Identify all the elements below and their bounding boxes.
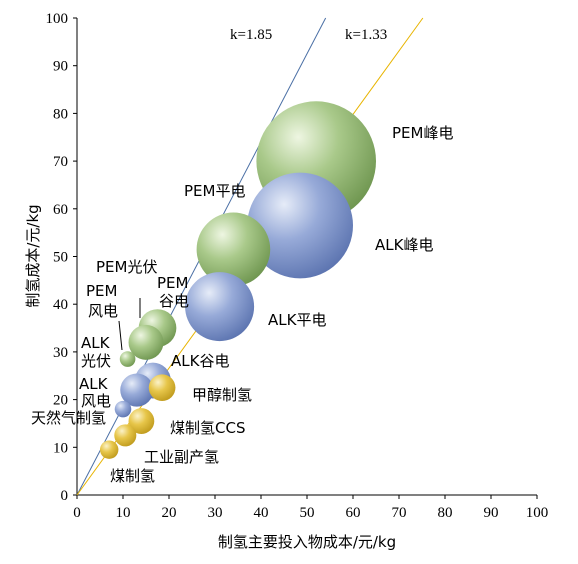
reference-line-label-k185: k=1.85 — [230, 27, 272, 43]
reference-line-label-k133: k=1.33 — [345, 27, 387, 43]
label-byproduct: 工业副产氢 — [144, 448, 219, 466]
y-tick-label: 40 — [53, 297, 68, 313]
x-tick-label: 50 — [300, 505, 315, 521]
x-tick-label: 0 — [73, 505, 81, 521]
label-pem-pv: PEM光伏 — [96, 258, 157, 276]
x-tick-label: 40 — [254, 505, 269, 521]
leader-pem-wind — [118, 320, 123, 351]
label-pem-wind-1: PEM — [86, 282, 117, 300]
y-tick-label: 100 — [46, 11, 69, 27]
x-tick-label: 70 — [392, 505, 407, 521]
bubble-green — [128, 324, 164, 360]
y-tick-label: 80 — [53, 106, 68, 122]
x-tick-label: 20 — [162, 505, 177, 521]
label-natgas: 天然气制氢 — [31, 409, 106, 427]
bubble-blue — [185, 272, 255, 342]
bubble-yellow — [148, 374, 176, 402]
label-pem-flat: PEM平电 — [184, 182, 245, 200]
label-pem-valley-1: PEM — [157, 274, 188, 292]
bubble-yellow — [128, 408, 155, 434]
y-tick-label: 60 — [53, 202, 68, 218]
bubble-blue — [247, 172, 353, 279]
label-alk-valley: ALK谷电 — [171, 352, 229, 370]
label-alk-wind-1: ALK — [79, 375, 109, 393]
label-methanol: 甲醇制氢 — [192, 386, 252, 404]
y-tick-label: 10 — [53, 440, 68, 456]
y-tick-label: 0 — [61, 488, 69, 504]
bubble-blue — [120, 373, 154, 407]
y-tick-label: 90 — [53, 59, 68, 75]
y-axis-title: 制氢成本/元/kg — [24, 204, 42, 307]
x-tick-label: 10 — [116, 505, 131, 521]
x-tick-label: 30 — [208, 505, 223, 521]
bubble-yellow — [114, 424, 137, 447]
bubble-blue — [114, 400, 132, 418]
label-coal-ccs: 煤制氢CCS — [170, 419, 245, 437]
x-tick-label: 100 — [526, 505, 549, 521]
y-tick-label: 30 — [53, 345, 68, 361]
y-tick-label: 50 — [53, 250, 68, 266]
label-pem-valley-2: 谷电 — [159, 292, 189, 310]
x-tick-label: 90 — [484, 505, 499, 521]
label-alk-wind-2: 风电 — [81, 392, 111, 410]
x-axis-title: 制氢主要投入物成本/元/kg — [218, 533, 396, 551]
label-pem-peak: PEM峰电 — [392, 124, 453, 142]
bubble-yellow — [100, 440, 119, 459]
label-alk-flat: ALK平电 — [268, 311, 326, 329]
bubble-green — [119, 351, 136, 367]
label-alk-peak: ALK峰电 — [375, 236, 433, 254]
label-alk-pv-1: ALK — [81, 334, 111, 352]
y-tick-label: 20 — [53, 393, 68, 409]
label-alk-pv-2: 光伏 — [81, 352, 111, 370]
y-tick-label: 70 — [53, 154, 68, 170]
x-tick-label: 80 — [438, 505, 453, 521]
bubble-green — [196, 212, 271, 287]
x-tick-label: 60 — [346, 505, 361, 521]
label-coal: 煤制氢 — [110, 467, 155, 485]
label-pem-wind-2: 风电 — [88, 302, 118, 320]
